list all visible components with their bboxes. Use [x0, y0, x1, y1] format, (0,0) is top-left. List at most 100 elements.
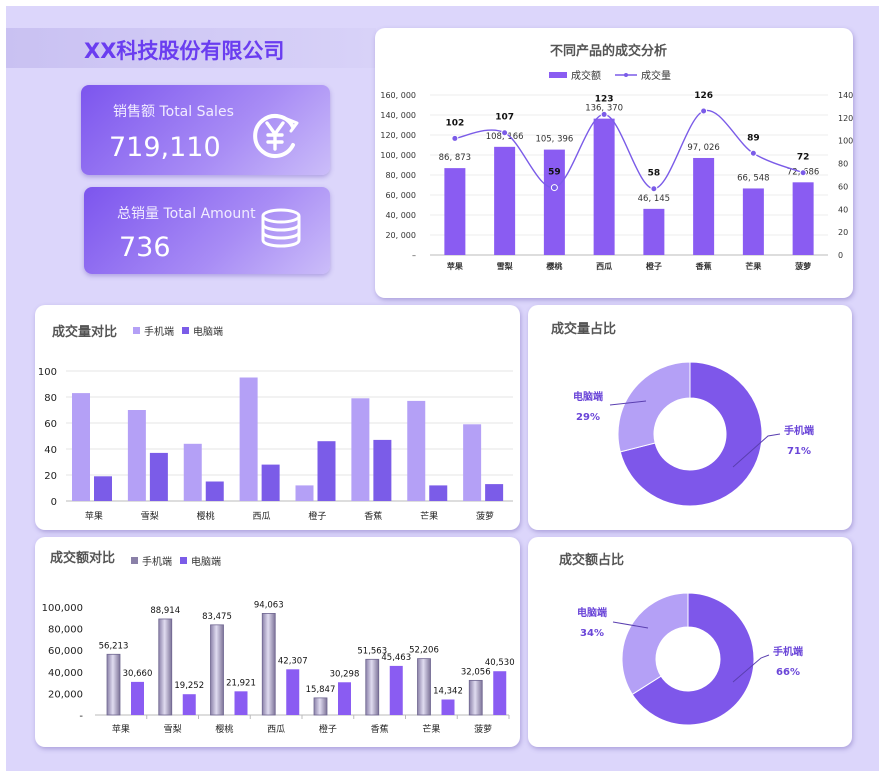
- y-left-tick-label: 80, 000: [385, 171, 416, 180]
- bar-data-label: 56,213: [99, 641, 129, 651]
- line-data-label: 126: [694, 91, 713, 101]
- line-data-label: 89: [747, 133, 760, 143]
- volume-line: [454, 109, 804, 190]
- donut-series-label: 电脑端: [573, 390, 603, 403]
- bar-data-label: 40,530: [485, 658, 515, 668]
- bar: [494, 146, 516, 255]
- x-tick-label: 芒果: [420, 510, 438, 522]
- x-tick-label: 香蕉: [371, 723, 389, 735]
- y-tick-label: 80,000: [48, 625, 83, 636]
- x-tick-label: 香蕉: [364, 510, 382, 522]
- line-data-label: 58: [648, 169, 661, 179]
- y-tick-label: 60,000: [48, 646, 83, 657]
- line-point: [501, 129, 509, 137]
- legend-mobile-label: 手机端: [144, 327, 174, 338]
- title-band: [6, 28, 376, 68]
- bar-data-label: 46, 145: [638, 194, 670, 204]
- y-left-tick-label: 40, 000: [385, 211, 416, 220]
- bar-data-label: 30,298: [330, 669, 360, 679]
- bar-data-label: 136, 370: [585, 104, 623, 114]
- y-left-tick-label: 160, 000: [380, 91, 416, 100]
- legend-line-swatch: [615, 72, 637, 77]
- bar-data-label: 52,206: [409, 646, 439, 656]
- line-data-label: 102: [445, 118, 464, 128]
- bar: [317, 441, 336, 501]
- x-tick-label: 菠萝: [474, 723, 492, 735]
- y-left-tick-label: –: [412, 251, 416, 260]
- donut-series-label: 电脑端: [577, 606, 607, 619]
- product-analysis-title: 不同产品的成交分析: [550, 44, 668, 59]
- donut-percent-label: 34%: [580, 628, 604, 639]
- legend-pc-swatch: [180, 557, 187, 564]
- bar: [593, 118, 615, 255]
- amount-compare-card: 成交额对比 手机端 电脑端 - 20,000 40,000 60,000 80,000 1…: [35, 537, 520, 747]
- bar-data-label: 15,847: [306, 685, 336, 695]
- legend-mobile-label: 手机端: [142, 557, 172, 568]
- bar: [693, 157, 715, 255]
- x-tick-label: 橙子: [319, 723, 337, 735]
- bar-data-label: 45,463: [381, 653, 411, 663]
- x-tick-label: 菠萝: [476, 510, 494, 522]
- y-tick-label: 40,000: [48, 668, 83, 679]
- bar: [205, 481, 224, 501]
- bar-data-label: 32,056: [461, 667, 491, 677]
- bar-data-label: 66, 548: [737, 173, 769, 183]
- line-data-label: 59: [548, 168, 561, 178]
- bar: [429, 485, 448, 501]
- bar-data-label: 42,307: [278, 656, 308, 666]
- kpi-sales-card: 销售额 Total Sales 719,110: [81, 85, 330, 175]
- amount-compare-chart: - 20,000 40,000 60,000 80,000 100,000 苹果 56,213…: [42, 600, 515, 735]
- y-left-tick-label: 120, 000: [380, 131, 416, 140]
- product-analysis-chart: – 20, 000 40, 000 60, 000 80, 000 100, 000 120…: [380, 91, 853, 271]
- volume-compare-legend: 手机端 电脑端: [133, 323, 223, 338]
- y-tick-label: 20: [44, 471, 57, 482]
- bar-data-label: 30,660: [123, 669, 153, 679]
- volume-share-card: 成交量占比 手机端 71% 电脑端 29%: [528, 305, 852, 530]
- line-point: [799, 169, 807, 177]
- y-right-tick-label: 60: [838, 182, 848, 191]
- y-right-tick-label: 0: [838, 251, 843, 260]
- x-tick-label: 菠萝: [795, 261, 811, 271]
- y-right-tick-label: 140: [838, 91, 853, 100]
- x-tick-label: 樱桃: [197, 510, 215, 522]
- donut-series-label: 手机端: [773, 645, 803, 658]
- line-point: [749, 149, 757, 157]
- donut-percent-label: 71%: [787, 446, 811, 457]
- x-tick-label: 芒果: [745, 261, 761, 271]
- legend-mobile-swatch: [133, 327, 140, 334]
- bar: [493, 671, 507, 715]
- line-data-label: 72: [797, 153, 810, 163]
- kpi-sales-value: 719,110: [109, 132, 221, 163]
- y-right-tick-label: 20: [838, 228, 848, 237]
- bar-data-label: 94,063: [254, 600, 284, 610]
- bar-data-label: 105, 396: [535, 135, 573, 145]
- bar-data-label: 108, 166: [486, 132, 524, 142]
- bar: [261, 464, 280, 501]
- bar: [463, 424, 482, 501]
- product-analysis-legend: 成交额 成交量: [549, 67, 671, 82]
- legend-line-label: 成交量: [641, 71, 671, 82]
- bar: [182, 694, 196, 715]
- bar-data-label: 86, 873: [439, 153, 471, 163]
- x-tick-label: 雪梨: [164, 723, 182, 735]
- line-point: [451, 134, 459, 142]
- bar: [313, 697, 328, 716]
- donut-slice: [621, 592, 689, 696]
- y-tick-label: 100,000: [42, 603, 83, 614]
- x-tick-label: 雪梨: [141, 510, 159, 522]
- bar: [441, 699, 455, 715]
- line-point: [600, 110, 608, 118]
- bar: [149, 452, 168, 501]
- donut-percent-label: 66%: [776, 667, 800, 678]
- amount-compare-title: 成交额对比: [50, 551, 116, 566]
- x-tick-label: 芒果: [422, 723, 440, 735]
- bar: [183, 443, 202, 501]
- bar: [373, 439, 392, 501]
- company-title: XX科技股份有限公司: [84, 39, 285, 63]
- yen-coin-icon: [253, 114, 299, 158]
- x-tick-label: 香蕉: [695, 261, 712, 271]
- legend-pc-label: 电脑端: [191, 557, 221, 568]
- x-tick-label: 苹果: [447, 261, 463, 271]
- coin-stack-icon: [261, 208, 301, 248]
- x-tick-label: 樱桃: [215, 723, 233, 735]
